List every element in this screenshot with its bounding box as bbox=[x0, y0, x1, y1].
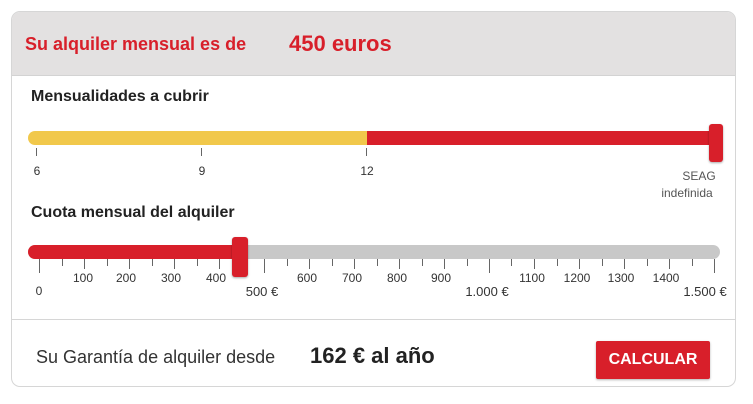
rent-tick bbox=[264, 259, 265, 273]
months-track-high bbox=[367, 131, 716, 145]
rent-tick bbox=[129, 259, 130, 269]
months-tick-label: 12 bbox=[360, 164, 374, 178]
rent-tick bbox=[219, 259, 220, 269]
rent-tick-label: 800 bbox=[386, 271, 408, 285]
calculate-button[interactable]: CALCULAR bbox=[596, 341, 710, 379]
result-footer: Su Garantía de alquiler desde 162 € al a… bbox=[12, 319, 735, 386]
rent-tick bbox=[309, 259, 310, 269]
rent-tick bbox=[354, 259, 355, 269]
rent-tick-label: 600 bbox=[296, 271, 318, 285]
rent-tick bbox=[489, 259, 490, 273]
rent-tick bbox=[669, 259, 670, 269]
rent-tick bbox=[152, 259, 153, 266]
rent-tick bbox=[647, 259, 648, 266]
rent-slider[interactable]: 0 100 200 300 400 600 700 800 900 1100 1… bbox=[12, 237, 735, 313]
rent-slider-title: Cuota mensual del alquiler bbox=[31, 204, 235, 221]
rent-tick bbox=[107, 259, 108, 266]
rent-tick bbox=[62, 259, 63, 266]
rent-tick bbox=[197, 259, 198, 266]
rent-tick-label: 1300 bbox=[607, 271, 635, 285]
rent-tick bbox=[692, 259, 693, 266]
rent-guarantee-calculator: Su alquiler mensual es de 450 euros Mens… bbox=[11, 11, 736, 387]
months-tick bbox=[36, 148, 37, 156]
rent-tick bbox=[624, 259, 625, 269]
rent-tick bbox=[467, 259, 468, 266]
months-tick bbox=[366, 148, 367, 156]
rent-tick bbox=[39, 259, 40, 273]
rent-tick-label: 300 bbox=[160, 271, 182, 285]
months-tick-label: 6 bbox=[33, 164, 41, 178]
rent-slider-handle[interactable] bbox=[232, 237, 248, 277]
rent-summary-label: Su alquiler mensual es de bbox=[25, 34, 247, 54]
months-track-low bbox=[28, 131, 378, 145]
rent-tick-label: 1400 bbox=[652, 271, 680, 285]
months-end-label-2: indefinida bbox=[661, 186, 713, 200]
rent-major-label: 1.000 € bbox=[465, 284, 509, 299]
rent-tick bbox=[579, 259, 580, 269]
rent-tick-label: 0 bbox=[35, 284, 43, 298]
guarantee-price: 162 € al año bbox=[310, 343, 435, 368]
rent-tick-label: 700 bbox=[341, 271, 363, 285]
rent-summary-value: 450 euros bbox=[289, 31, 392, 56]
rent-tick bbox=[422, 259, 423, 266]
rent-tick-label: 400 bbox=[205, 271, 227, 285]
result-header: Su alquiler mensual es de 450 euros bbox=[12, 12, 735, 76]
rent-tick bbox=[714, 259, 715, 273]
rent-tick bbox=[602, 259, 603, 266]
months-tick bbox=[201, 148, 202, 156]
rent-tick bbox=[287, 259, 288, 266]
rent-tick bbox=[444, 259, 445, 269]
rent-tick-label: 1100 bbox=[519, 271, 545, 285]
rent-tick-label: 1200 bbox=[563, 271, 591, 285]
rent-track-fill bbox=[28, 245, 246, 259]
rent-tick-label: 100 bbox=[72, 271, 94, 285]
months-slider-handle[interactable] bbox=[709, 124, 723, 162]
rent-tick-label: 200 bbox=[115, 271, 137, 285]
guarantee-label: Su Garantía de alquiler desde bbox=[36, 347, 276, 367]
rent-tick bbox=[399, 259, 400, 269]
rent-tick bbox=[332, 259, 333, 266]
months-tick-label: 9 bbox=[198, 164, 206, 178]
rent-tick bbox=[377, 259, 378, 266]
months-end-label: SEAG bbox=[682, 169, 716, 183]
months-slider[interactable]: 6 9 12 SEAG indefinida bbox=[12, 122, 735, 202]
rent-tick bbox=[511, 259, 512, 266]
months-slider-title: Mensualidades a cubrir bbox=[31, 88, 209, 105]
rent-major-label: 1.500 € bbox=[683, 284, 727, 299]
rent-tick bbox=[174, 259, 175, 269]
rent-tick bbox=[534, 259, 535, 269]
rent-tick bbox=[84, 259, 85, 269]
rent-tick bbox=[557, 259, 558, 266]
rent-tick-label: 900 bbox=[430, 271, 452, 285]
rent-major-label: 500 € bbox=[245, 284, 279, 299]
